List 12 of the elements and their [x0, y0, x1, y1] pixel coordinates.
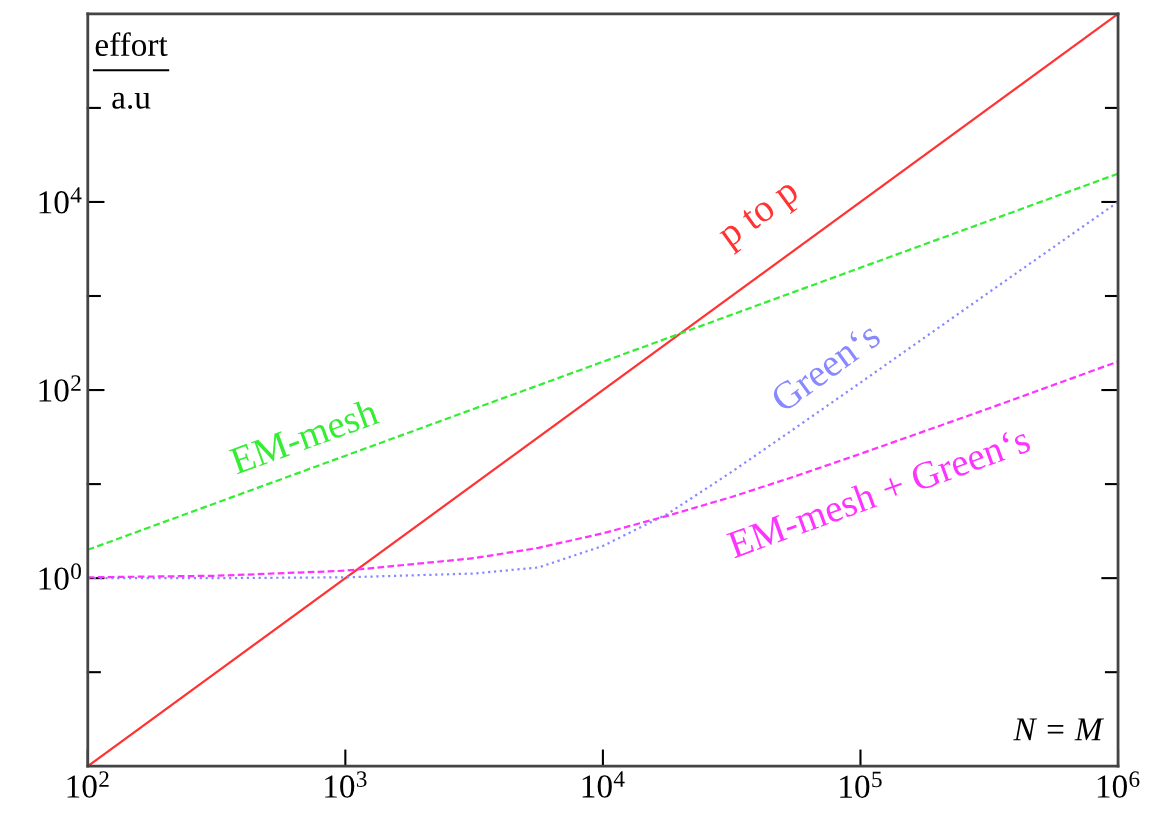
x-tick-label: 10$^{3}$ [325, 771, 367, 798]
x-tick-label: 10$^{5}$ [840, 771, 882, 799]
x-tick-label: 10$^{6}$ [1097, 771, 1140, 798]
y-axis-title: effort [95, 32, 168, 57]
annotation: a.u [112, 92, 151, 109]
text: p to p [716, 179, 805, 255]
y-tick-label: 10$^{0}$ [39, 563, 81, 590]
annotation: N = M [1013, 718, 1105, 741]
y-tick-label: 10$^{2}$ [39, 375, 81, 402]
y-tick-label: 10$^{4}$ [39, 187, 82, 214]
x-tick-label: 10$^{2}$ [67, 771, 109, 798]
x-tick-label: 10$^{4}$ [582, 771, 625, 798]
